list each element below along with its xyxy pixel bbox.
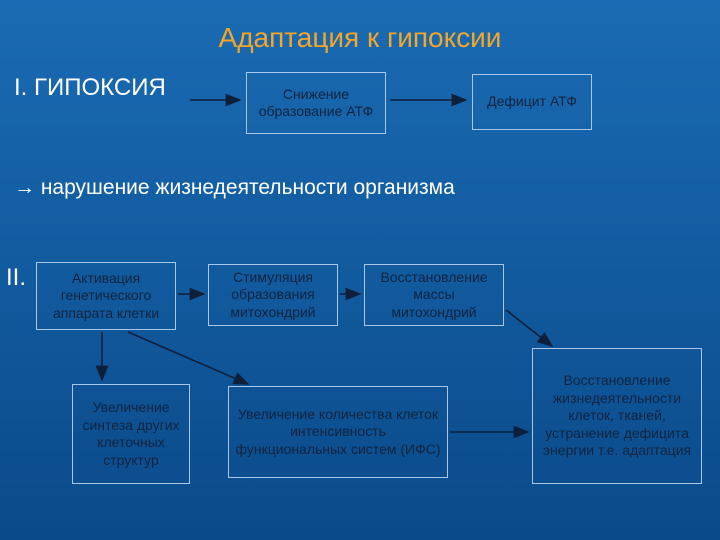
section-1-label: I. ГИПОКСИЯ [14,74,166,102]
box-atp-decrease: Снижение образование АТФ [246,72,386,134]
slide-title: Адаптация к гипоксии [0,22,720,54]
box-mito-restore: Восстановление массы митохондрий [364,264,504,326]
box-adaptation: Восстановление жизнедеятельности клеток,… [532,348,702,484]
arrow [506,310,552,346]
slide-root: Адаптация к гипоксии I. ГИПОКСИЯ → наруш… [0,0,720,540]
box-ifs-increase: Увеличение количества клеток интенсивнос… [228,386,448,478]
box-synthesis-increase: Увеличение синтеза других клеточных стру… [72,384,190,484]
box-atp-deficit: Дефицит АТФ [472,74,592,130]
arrow [128,332,248,384]
box-mito-stimulation: Стимуляция образования митохондрий [208,264,338,326]
section-2-label: II. [6,264,26,292]
consequence-text: → нарушение жизнедеятельности организма [14,176,455,200]
box-genetic-activation: Активация генетического аппарата клетки [36,262,176,330]
